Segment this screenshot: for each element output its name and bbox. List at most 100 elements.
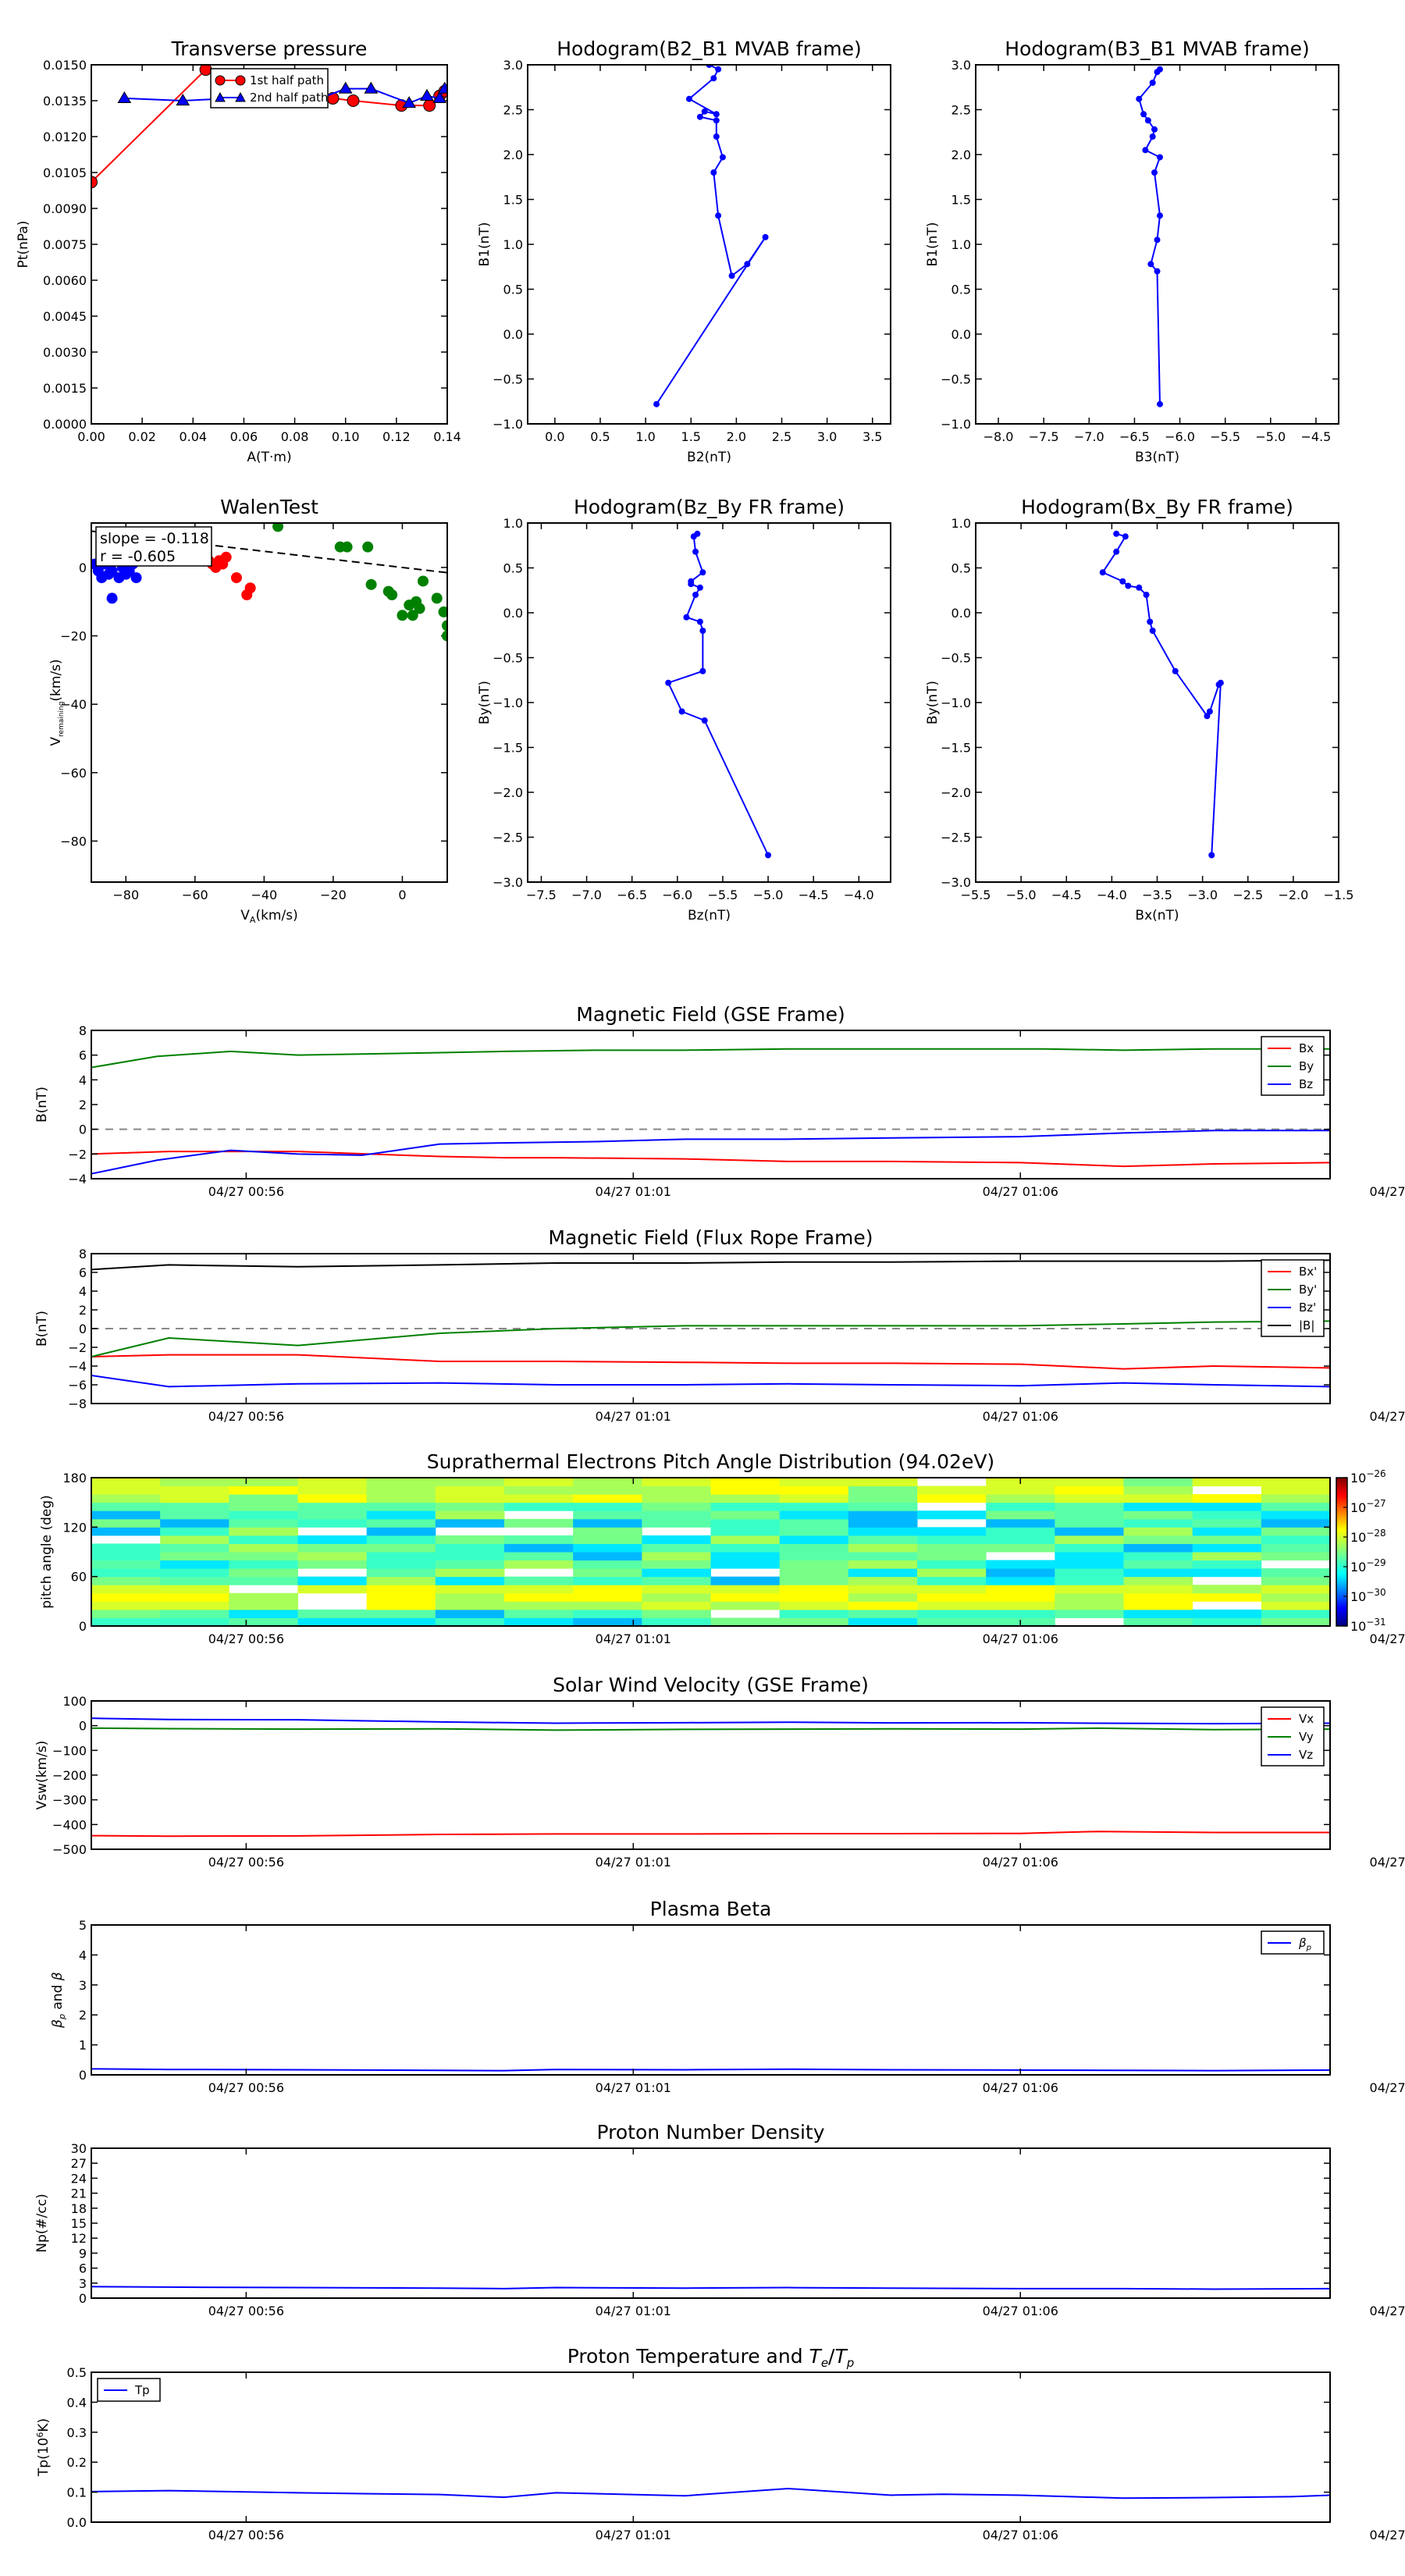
heatmap-cell — [917, 1552, 987, 1561]
heatmap-cell — [848, 1527, 918, 1536]
data-point — [1149, 628, 1156, 634]
data-point — [1144, 117, 1151, 124]
data-point — [1142, 147, 1149, 154]
heatmap-cell — [229, 1535, 298, 1544]
heatmap-cell — [573, 1494, 642, 1503]
heatmap-cell — [848, 1502, 918, 1511]
y-tick-label: 0 — [79, 1123, 87, 1137]
heatmap-cell — [573, 1576, 642, 1585]
data-point — [1122, 533, 1129, 540]
heatmap-cell — [573, 1552, 642, 1561]
heatmap-cell — [779, 1527, 849, 1536]
heatmap-cell — [573, 1568, 642, 1578]
y-tick-label: −1.0 — [493, 696, 523, 710]
heatmap-cell — [710, 1478, 781, 1487]
axes-frame — [91, 2371, 1331, 2523]
y-tick-label: 4 — [79, 1284, 87, 1299]
y-axis-label: Pt(nPa) — [16, 221, 31, 269]
heatmap-cell — [1055, 1485, 1124, 1495]
data-point — [1147, 261, 1154, 268]
y-axis-label: Np(#/cc) — [34, 2194, 50, 2252]
y-tick-label: 6 — [79, 2261, 87, 2276]
heatmap-cell — [642, 1478, 711, 1487]
heatmap-cell — [710, 1601, 781, 1610]
x-tick-label: 0.08 — [281, 429, 309, 444]
data-point — [762, 233, 769, 240]
heatmap-cell — [91, 1601, 161, 1610]
heatmap-cell — [710, 1592, 781, 1602]
data-point — [692, 592, 699, 598]
y-axis-label: βp and β — [50, 1972, 67, 2029]
heatmap-cell — [917, 1617, 987, 1626]
y-tick-label: 0.0030 — [43, 345, 87, 360]
plot-area — [91, 2487, 1330, 2500]
x-tick-label: 0.06 — [230, 429, 258, 444]
heatmap-cell — [1261, 1485, 1330, 1495]
x-tick-label: −3.5 — [1142, 888, 1172, 902]
heatmap-cell — [91, 1543, 161, 1553]
data-point — [347, 94, 360, 107]
y-axis-label: B1(nT) — [477, 222, 493, 267]
heatmap-cell — [91, 1592, 161, 1602]
heatmap-cell — [986, 1592, 1055, 1602]
heatmap-cell — [1123, 1576, 1193, 1585]
x-tick-label: 3.0 — [817, 429, 837, 444]
y-tick-label: 2 — [79, 1098, 87, 1112]
series-line-0 — [667, 532, 769, 856]
heatmap-cell — [1055, 1502, 1124, 1511]
panel-solar-wind-velocity: Solar Wind Velocity (GSE Frame) 04/27 00:… — [34, 1674, 1405, 1870]
heatmap-cell — [1261, 1552, 1330, 1561]
y-tick-label: −1.5 — [493, 741, 523, 756]
heatmap-cell — [91, 1478, 161, 1487]
plot-area — [91, 1717, 1330, 1838]
y-tick-label: 0.0 — [951, 327, 971, 342]
heatmap-cell — [779, 1560, 849, 1569]
heatmap-cell — [435, 1617, 505, 1626]
heatmap-cell — [779, 1576, 849, 1585]
panel-title: Suprathermal Electrons Pitch Angle Distr… — [427, 1450, 994, 1473]
heatmap-cell — [160, 1502, 229, 1511]
heatmap-cell — [1055, 1510, 1124, 1520]
axes-frame — [91, 522, 448, 883]
heatmap-cell — [160, 1592, 229, 1602]
data-point — [1140, 111, 1147, 118]
heatmap-cell — [848, 1494, 918, 1503]
heatmap-cell — [848, 1576, 918, 1585]
heatmap-cell — [229, 1518, 298, 1528]
heatmap-cell — [504, 1592, 574, 1602]
heatmap-cell — [91, 1585, 161, 1594]
heatmap-cell — [366, 1527, 436, 1536]
heatmap-cell — [779, 1617, 849, 1626]
y-tick-label: 0.0060 — [43, 273, 87, 288]
plot-area — [91, 2286, 1330, 2290]
legend-label: Vz — [1299, 1748, 1313, 1762]
heatmap-cell — [848, 1543, 918, 1553]
heatmap-cell — [504, 1535, 574, 1544]
colorbar-tick-label: 10−28 — [1350, 1528, 1386, 1545]
heatmap-cell — [91, 1568, 161, 1578]
heatmap-cell — [229, 1543, 298, 1553]
data-point — [1206, 708, 1213, 715]
data-point — [364, 81, 379, 94]
heatmap-cell — [160, 1485, 229, 1495]
legend-label: Tp — [134, 2383, 150, 2397]
axes-frame — [527, 522, 891, 883]
panel-title: Transverse pressure — [171, 37, 368, 60]
heatmap-cell — [1055, 1592, 1124, 1602]
x-axis-label: Bz(nT) — [688, 908, 731, 923]
heatmap-cell — [779, 1585, 849, 1594]
heatmap-cell — [229, 1617, 298, 1626]
heatmap-cell — [297, 1609, 368, 1618]
data-point — [1215, 681, 1222, 688]
data-point — [437, 81, 447, 94]
heatmap-cell — [435, 1543, 505, 1553]
heatmap-cell — [1055, 1527, 1124, 1536]
heatmap-cell — [986, 1543, 1055, 1553]
heatmap-cell — [1192, 1502, 1262, 1511]
heatmap-cell — [642, 1592, 711, 1602]
x-tick-label: 04/27 01:11 — [1370, 1855, 1405, 1870]
y-tick-label: −2.0 — [493, 785, 523, 800]
x-tick-label: 04/27 00:56 — [208, 1184, 284, 1199]
data-point — [1099, 569, 1106, 576]
data-point — [701, 108, 708, 115]
